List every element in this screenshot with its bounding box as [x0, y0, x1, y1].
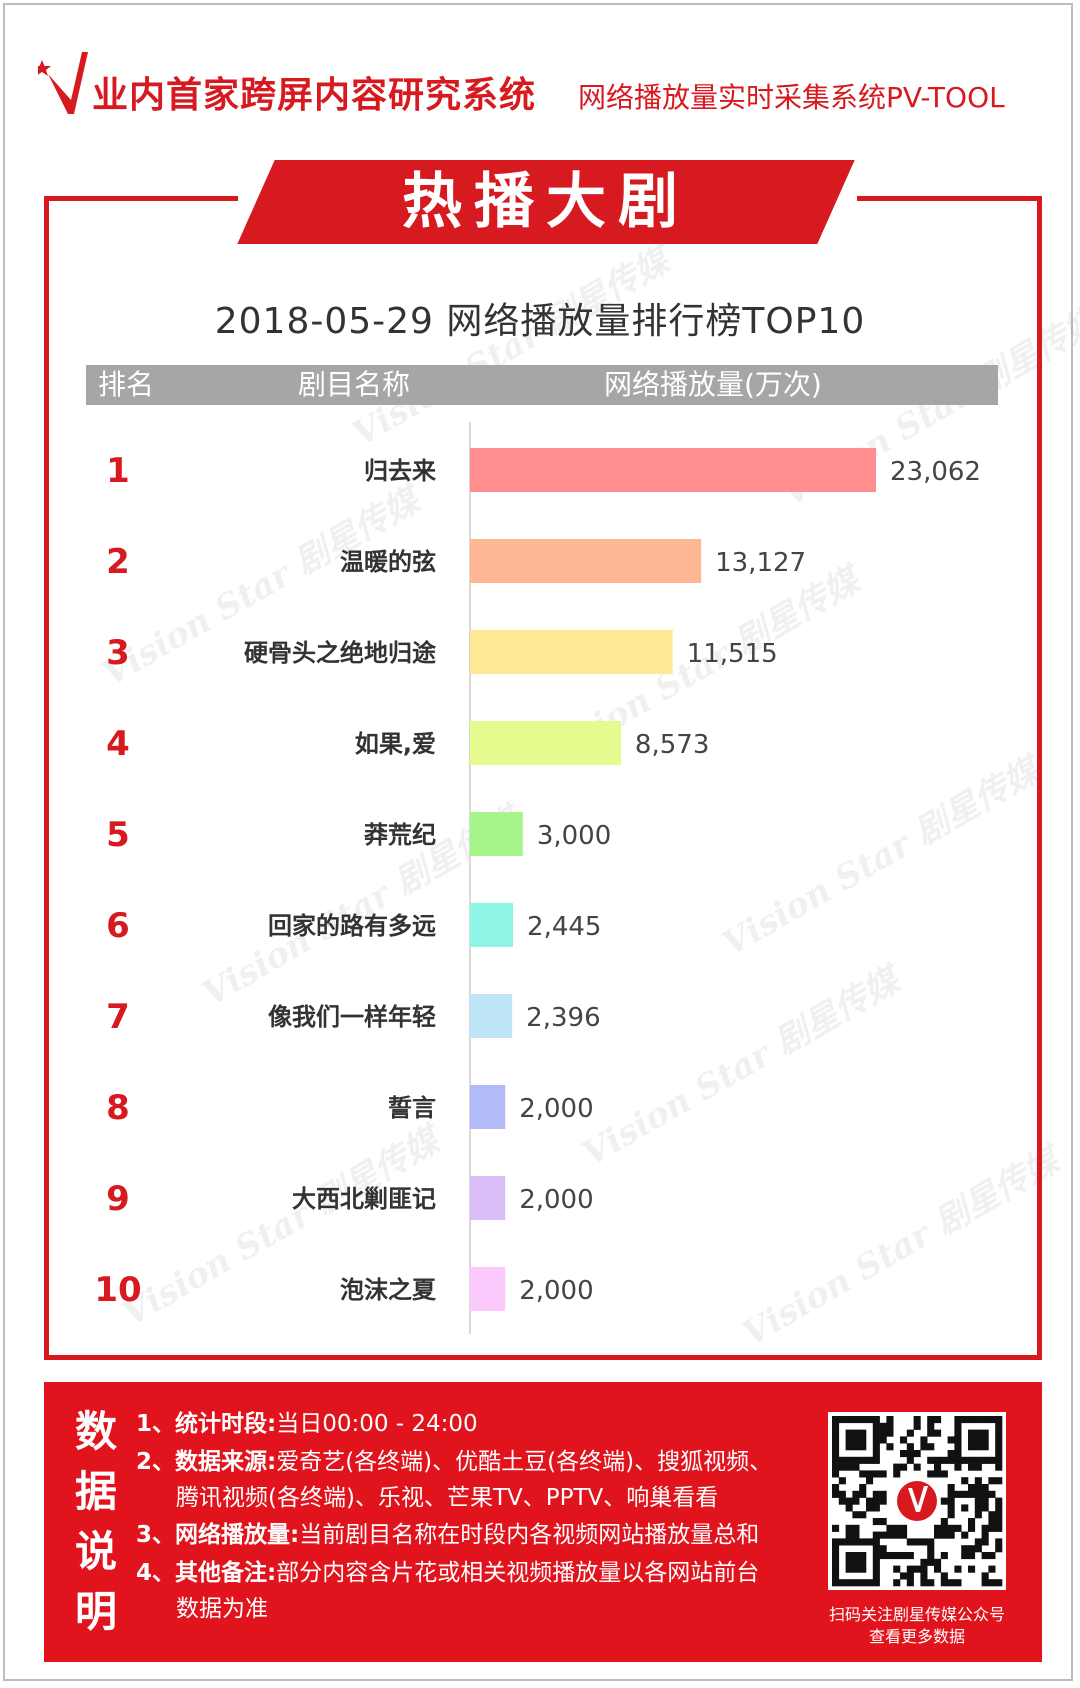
bar	[470, 1176, 506, 1220]
outer-border	[3, 3, 1073, 1681]
frame-top-left	[44, 196, 238, 201]
banner-title: 热播大剧	[402, 167, 690, 237]
category-label: 归去来	[364, 457, 437, 485]
rank-label: 8	[106, 1088, 130, 1128]
note-text-cont: 数据为准	[176, 1596, 268, 1622]
value-label: 23,062	[890, 457, 981, 487]
bar	[470, 1267, 506, 1311]
note-label: 1、统计时段:	[136, 1411, 277, 1437]
bar	[470, 539, 702, 583]
qr-code-image	[832, 1416, 1003, 1587]
rank-label: 5	[106, 815, 130, 855]
category-label: 如果,爱	[355, 730, 436, 758]
frame-top-right	[857, 196, 1042, 201]
note-text-cont: 腾讯视频(各终端)、乐视、芒果TV、PPTV、响巢看看	[176, 1485, 719, 1511]
note-remarks: 4、其他备注:部分内容含片花或相关视频播放量以各网站前台	[136, 1555, 759, 1591]
header-subtitle: 网络播放量实时采集系统PV-TOOL	[578, 81, 1005, 114]
bar	[470, 1085, 506, 1129]
header-title: 业内首家跨屏内容研究系统	[92, 75, 537, 116]
footer-heading: 数据说明	[74, 1407, 117, 1636]
category-label: 像我们一样年轻	[268, 1003, 436, 1031]
vision-star-logo	[38, 52, 88, 114]
category-label: 泡沫之夏	[340, 1276, 437, 1304]
note-label: 4、其他备注:	[136, 1560, 277, 1586]
rank-label: 2	[106, 542, 130, 582]
value-label: 8,573	[635, 730, 709, 760]
bar	[470, 721, 621, 765]
bar	[470, 903, 514, 947]
category-label: 誓言	[388, 1094, 436, 1122]
note-text: 部分内容含片花或相关视频播放量以各网站前台	[276, 1560, 760, 1586]
qr-caption-line2: 查看更多数据	[868, 1627, 965, 1646]
chart-title: 2018-05-29 网络播放量排行榜TOP10	[214, 301, 866, 342]
rank-label: 9	[106, 1179, 130, 1219]
value-label: 2,445	[527, 912, 601, 942]
category-label: 回家的路有多远	[268, 912, 436, 940]
value-label: 11,515	[687, 639, 778, 669]
category-label: 莽荒纪	[364, 821, 436, 849]
chart-frame	[44, 196, 1042, 1360]
header-name: 剧目名称	[298, 368, 411, 401]
bar	[470, 812, 523, 856]
table-header: 排名 剧目名称 网络播放量(万次)	[86, 365, 998, 405]
qr-code[interactable]	[828, 1412, 1006, 1590]
value-label: 2,396	[526, 1003, 600, 1033]
rank-label: 1	[106, 451, 130, 491]
category-label: 硬骨头之绝地归途	[244, 639, 437, 667]
note-text: 当日00:00 - 24:00	[276, 1411, 478, 1437]
rank-label: 4	[106, 724, 130, 764]
value-label: 13,127	[715, 548, 806, 578]
qr-caption-line1: 扫码关注剧星传媒公众号	[828, 1605, 1005, 1624]
rank-label: 3	[106, 633, 130, 673]
note-text: 爱奇艺(各终端)、优酷土豆(各终端)、搜狐视频、	[276, 1449, 773, 1475]
qr-logo-icon	[897, 1481, 937, 1521]
note-label: 2、数据来源:	[136, 1449, 277, 1475]
qr-caption: 扫码关注剧星传媒公众号 查看更多数据	[814, 1604, 1020, 1648]
note-period: 1、统计时段:当日00:00 - 24:00	[136, 1406, 478, 1442]
header-value: 网络播放量(万次)	[604, 368, 822, 401]
value-label: 3,000	[537, 821, 611, 851]
note-text: 当前剧目名称在时段内各视频网站播放量总和	[299, 1522, 760, 1548]
rank-label: 10	[94, 1270, 141, 1310]
note-source: 2、数据来源:爱奇艺(各终端)、优酷土豆(各终端)、搜狐视频、	[136, 1444, 772, 1480]
bar	[470, 994, 513, 1038]
value-label: 2,000	[519, 1276, 593, 1306]
header-rank: 排名	[98, 368, 155, 401]
rank-label: 7	[106, 997, 130, 1037]
category-label: 大西北剿匪记	[292, 1185, 436, 1213]
bar	[470, 630, 673, 674]
rank-label: 6	[106, 906, 130, 946]
data-notes-panel: 数据说明 1、统计时段:当日00:00 - 24:00 2、数据来源:爱奇艺(各…	[44, 1382, 1042, 1662]
note-label: 3、网络播放量:	[136, 1522, 300, 1548]
value-label: 2,000	[519, 1185, 593, 1215]
bar	[470, 448, 876, 492]
value-label: 2,000	[519, 1094, 593, 1124]
category-label: 温暖的弦	[340, 548, 436, 576]
note-views: 3、网络播放量:当前剧目名称在时段内各视频网站播放量总和	[136, 1517, 759, 1553]
